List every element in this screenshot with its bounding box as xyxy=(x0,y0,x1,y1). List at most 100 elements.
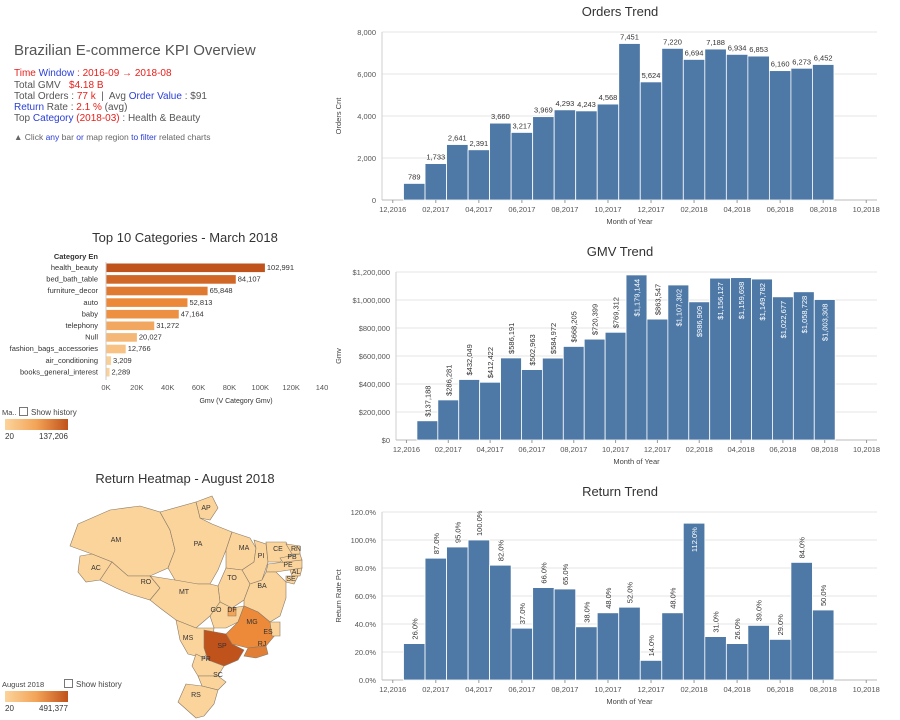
state-RJ[interactable] xyxy=(243,645,269,659)
bar-02,2018[interactable] xyxy=(682,59,706,201)
bar-06,2017[interactable] xyxy=(510,627,534,681)
bar-11,2017[interactable] xyxy=(618,606,641,681)
y-tick-label: $1,000,000 xyxy=(352,296,390,305)
return-trend-chart[interactable]: 0.0% 20.0% 40.0% 60.0% 80.0% 100.0% 120.0% 26.0… xyxy=(330,502,900,720)
bar-03,2017[interactable] xyxy=(446,144,469,201)
bar-09,2017[interactable] xyxy=(575,110,598,201)
bar-value-label: 102,991 xyxy=(267,263,294,272)
state-RS[interactable] xyxy=(177,683,219,719)
bar-08,2018[interactable] xyxy=(812,64,835,201)
bar-books_general_interest[interactable] xyxy=(106,367,110,377)
bar-03,2017[interactable] xyxy=(446,546,469,681)
bar-04,2017[interactable] xyxy=(479,381,501,441)
bar-07,2017[interactable] xyxy=(541,357,564,441)
x-tick-label: 10,2018 xyxy=(853,445,880,454)
bar-telephony[interactable] xyxy=(106,321,155,331)
bar-fashion_bags_accessories[interactable] xyxy=(106,344,126,354)
bar-auto[interactable] xyxy=(106,298,188,307)
bar-01,2018[interactable] xyxy=(661,47,684,201)
bar-07,2017[interactable] xyxy=(532,116,555,201)
bar-10,2017[interactable] xyxy=(596,612,620,681)
bar-07,2017[interactable] xyxy=(532,587,555,681)
bar-07,2018[interactable] xyxy=(790,562,813,681)
bar-02,2017[interactable] xyxy=(424,557,447,681)
bar-05,2018[interactable] xyxy=(747,55,770,201)
bar-air_conditioning[interactable] xyxy=(106,356,111,365)
x-tick-label: 10,2017 xyxy=(594,685,621,694)
bar-01,2017[interactable] xyxy=(416,420,439,441)
x-tick-label: 40K xyxy=(161,383,174,392)
state-label-RO: RO xyxy=(141,579,152,586)
show-history-checkbox[interactable] xyxy=(19,407,28,416)
bar-12,2017[interactable] xyxy=(639,659,663,681)
bar-value-label: 84.0% xyxy=(798,537,807,559)
top-categories-chart[interactable]: Category En health_beauty 102,991 bed_bath_… xyxy=(0,248,330,410)
bar-value-label: 789 xyxy=(408,172,421,181)
bar-01,2017[interactable] xyxy=(403,643,426,681)
gmv-trend-chart[interactable]: $0 $200,000 $400,000 $600,000 $800,000 $1,000… xyxy=(330,262,900,480)
bar-02,2017[interactable] xyxy=(424,163,447,201)
y-tick-label: 80.0% xyxy=(355,564,377,573)
y-tick-label: $0 xyxy=(382,436,390,445)
bar-03,2018[interactable] xyxy=(704,636,727,681)
x-tick-label: 80K xyxy=(223,383,236,392)
bar-06,2018[interactable] xyxy=(768,638,792,681)
bar-06,2017[interactable] xyxy=(510,132,534,201)
bar-furniture_decor[interactable] xyxy=(106,286,208,296)
bar-12,2017[interactable] xyxy=(639,81,663,201)
bar-06,2018[interactable] xyxy=(768,70,792,201)
state-BA[interactable] xyxy=(243,571,287,623)
bar-value-label: 2,641 xyxy=(448,134,467,143)
map-show-history-checkbox[interactable] xyxy=(64,679,73,688)
bar-02,2017[interactable] xyxy=(437,399,460,441)
bar-05,2017[interactable] xyxy=(489,122,512,201)
y-tick-label: 2,000 xyxy=(357,154,376,163)
bar-04,2018[interactable] xyxy=(725,53,749,201)
state-AL[interactable] xyxy=(289,567,303,577)
bar-01,2018[interactable] xyxy=(661,612,684,681)
bar-08,2017[interactable] xyxy=(562,346,585,441)
state-ES[interactable] xyxy=(269,621,281,637)
bar-06,2017[interactable] xyxy=(521,369,543,441)
bar-value-label: 65,848 xyxy=(210,286,233,295)
state-PE[interactable] xyxy=(265,559,303,573)
bar-Null[interactable] xyxy=(106,333,137,342)
bar-09,2017[interactable] xyxy=(575,626,598,681)
bar-04,2018[interactable] xyxy=(725,643,749,681)
bar-08,2017[interactable] xyxy=(553,588,577,681)
bar-05,2018[interactable] xyxy=(747,625,770,681)
bar-12,2017[interactable] xyxy=(646,318,669,441)
bar-05,2017[interactable] xyxy=(500,357,522,441)
state-label-MG: MG xyxy=(246,619,257,626)
state-SE[interactable] xyxy=(285,575,299,585)
x-tick-label: 04,2017 xyxy=(465,205,492,214)
bar-07,2018[interactable] xyxy=(790,67,813,201)
state-label-PB: PB xyxy=(287,554,297,561)
y-axis-title: Return Rate Pct xyxy=(334,568,343,622)
bar-10,2017[interactable] xyxy=(604,331,627,441)
bar-03,2017[interactable] xyxy=(458,379,481,441)
bar-value-label: 2,289 xyxy=(112,367,131,376)
bar-baby[interactable] xyxy=(106,309,179,319)
bar-09,2017[interactable] xyxy=(583,338,606,441)
bar-health_beauty[interactable] xyxy=(106,263,265,273)
state-MT[interactable] xyxy=(149,575,221,629)
bar-10,2017[interactable] xyxy=(596,103,620,201)
bar-01,2017[interactable] xyxy=(403,183,426,201)
bar-bed_bath_table[interactable] xyxy=(106,275,236,284)
state-label-AM: AM xyxy=(111,537,122,544)
bar-08,2018[interactable] xyxy=(812,609,835,681)
state-DF[interactable] xyxy=(227,607,237,617)
bar-value-label: 6,853 xyxy=(749,45,768,54)
bar-05,2017[interactable] xyxy=(489,564,512,681)
state-SP[interactable] xyxy=(203,629,245,667)
bar-04,2017[interactable] xyxy=(467,149,491,201)
x-tick-label: 04,2018 xyxy=(724,205,751,214)
x-tick-label: 06,2017 xyxy=(508,685,535,694)
bar-08,2017[interactable] xyxy=(553,109,577,201)
bar-11,2017[interactable] xyxy=(618,43,641,201)
bar-03,2018[interactable] xyxy=(704,48,727,201)
bar-04,2017[interactable] xyxy=(467,539,491,681)
